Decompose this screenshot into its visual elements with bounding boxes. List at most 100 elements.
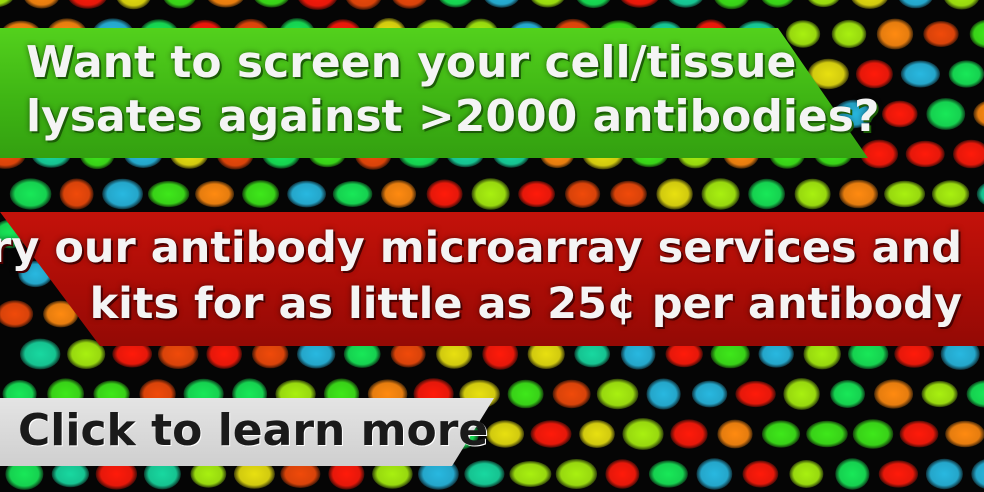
array-spot <box>717 419 753 449</box>
array-spot <box>953 139 984 169</box>
array-spot <box>95 458 138 490</box>
array-spot <box>620 338 656 370</box>
array-spot <box>343 340 381 368</box>
array-spot <box>898 0 933 9</box>
array-spot <box>9 178 52 210</box>
array-spot <box>783 378 820 410</box>
array-spot <box>605 459 640 489</box>
array-spot <box>874 379 914 409</box>
array-spot <box>190 460 227 488</box>
array-spot <box>944 0 979 10</box>
array-spot <box>620 0 659 8</box>
array-spot <box>59 178 94 210</box>
array-spot <box>748 178 785 210</box>
array-spot <box>610 180 647 208</box>
array-spot <box>894 340 935 368</box>
array-spot <box>68 0 107 9</box>
array-spot <box>242 180 280 208</box>
array-spot <box>20 338 61 370</box>
array-spot <box>372 459 413 489</box>
array-spot <box>328 458 365 490</box>
array-spot <box>905 140 945 168</box>
array-spot <box>596 378 639 410</box>
array-spot <box>464 460 505 488</box>
array-spot <box>381 180 417 208</box>
array-spot <box>531 0 564 8</box>
array-spot <box>848 338 889 370</box>
red-ribbon <box>0 212 984 346</box>
gray-ribbon <box>0 398 494 466</box>
learn-more-button[interactable]: Click to learn more <box>18 402 488 460</box>
headline-offer-line: Try our antibody microarray services and <box>0 223 962 273</box>
array-spot <box>297 339 336 369</box>
array-spot <box>831 19 867 49</box>
array-spot <box>973 101 984 127</box>
array-spot <box>884 180 926 208</box>
array-spot <box>252 339 289 369</box>
array-spot <box>507 379 544 409</box>
array-spot <box>855 59 893 89</box>
array-spot <box>112 340 153 368</box>
array-spot <box>530 420 572 448</box>
array-spot <box>552 379 591 409</box>
array-spot <box>254 0 289 8</box>
array-spot <box>976 183 984 205</box>
array-spot <box>576 0 611 9</box>
array-spot <box>710 339 750 369</box>
array-spot <box>851 0 888 9</box>
array-spot <box>835 458 870 490</box>
array-spot <box>785 20 821 48</box>
array-spot <box>670 419 708 449</box>
array-spot <box>298 0 337 10</box>
array-spot <box>484 0 519 8</box>
array-spot <box>758 340 794 368</box>
array-spot <box>392 0 427 9</box>
array-spot <box>0 300 34 328</box>
array-spot <box>971 459 984 489</box>
array-spot <box>482 338 519 370</box>
array-spot <box>346 0 382 10</box>
array-spot <box>714 0 749 10</box>
array-spot <box>940 338 980 370</box>
array-spot <box>426 179 463 209</box>
headline-question: Want to screen your cell/tissue lysates … <box>26 36 880 144</box>
array-spot <box>931 180 970 208</box>
array-spot <box>735 380 776 408</box>
array-spot <box>945 420 984 448</box>
array-spot <box>518 180 555 208</box>
array-spot <box>794 178 831 210</box>
array-spot <box>926 98 966 130</box>
array-spot <box>5 458 44 490</box>
array-spot <box>830 380 865 408</box>
array-spot <box>24 0 59 9</box>
array-spot <box>565 180 601 208</box>
array-spot <box>803 338 841 370</box>
array-spot <box>969 20 984 48</box>
array-spot <box>67 339 106 369</box>
array-spot <box>882 100 918 128</box>
green-ribbon <box>0 28 868 158</box>
headline-offer: Try our antibody microarray services and… <box>0 220 962 332</box>
array-spot <box>207 0 244 8</box>
array-spot <box>43 300 79 328</box>
array-spot <box>280 460 321 488</box>
array-spot <box>899 420 939 448</box>
array-spot <box>948 60 984 88</box>
array-spot <box>195 180 235 208</box>
array-spot <box>789 460 824 488</box>
headline-question-line: lysates against >2000 antibodies? <box>26 91 880 142</box>
array-spot <box>696 458 733 490</box>
array-spot <box>923 21 959 47</box>
array-spot <box>527 339 565 369</box>
array-spot <box>876 18 914 50</box>
array-spot <box>646 378 681 410</box>
array-spot <box>878 460 919 488</box>
array-spot <box>761 0 794 8</box>
array-spot <box>701 178 740 210</box>
array-spot <box>860 139 899 169</box>
array-spot <box>622 418 664 450</box>
array-spot <box>287 180 326 208</box>
array-spot <box>509 461 552 487</box>
array-spot <box>157 339 199 369</box>
